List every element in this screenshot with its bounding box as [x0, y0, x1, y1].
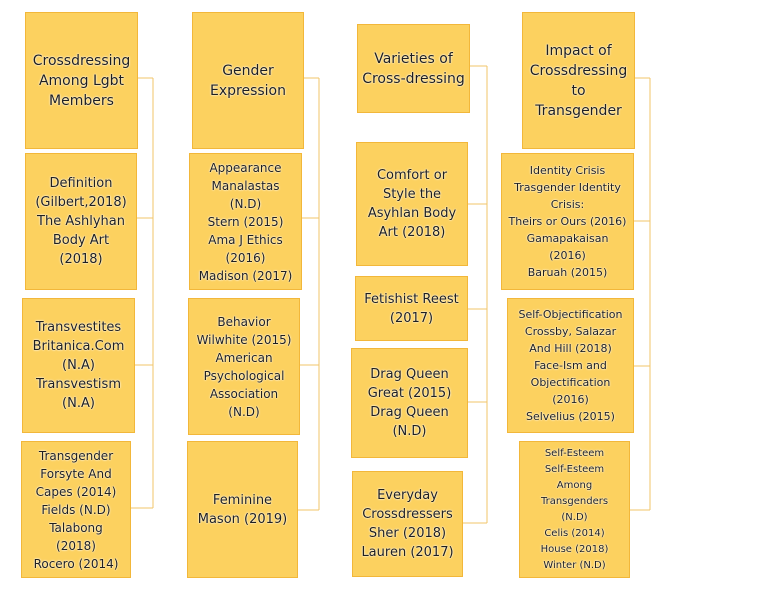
child-box-transvestites: Transvestites Britanica.Com (N.A) Transv… [22, 298, 135, 433]
child-box-definition: Definition (Gilbert,2018) The Ashlyhan B… [25, 153, 137, 290]
child-box-drag-queen: Drag Queen Great (2015) Drag Queen (N.D) [351, 348, 468, 458]
child-line: Self-Objectification [518, 308, 623, 321]
child-line: (Gilbert,2018) [35, 195, 127, 210]
header-line: Cross-dressing [362, 70, 465, 87]
child-line: Comfort or [376, 168, 448, 183]
child-line: Everyday [377, 488, 438, 503]
child-line: Theirs or Ours (2016) [508, 215, 627, 228]
child-line: Forsyte And [40, 466, 112, 481]
child-line: Gamapakaisan [526, 232, 609, 245]
child-line: (N.A) [62, 358, 95, 373]
header-line: to [571, 82, 586, 99]
child-line: Lauren (2017) [361, 545, 454, 560]
child-line: (2017) [389, 310, 434, 326]
header-box-crossdressing-among-lgbt: Crossdressing Among Lgbt Members [25, 12, 138, 149]
child-line: Wilwhite (2015) [196, 332, 292, 347]
child-line: Crossdressers [362, 507, 453, 522]
child-line: Feminine [212, 492, 273, 508]
child-box-self-objectification: Self-Objectification Crossby, Salazar An… [507, 298, 634, 433]
child-line: Self-Esteem [544, 447, 605, 459]
header-line: Impact of [545, 42, 612, 59]
child-line: Drag Queen [370, 405, 449, 420]
child-line: Mason (2019) [197, 511, 288, 527]
child-line: Fetishist Reest [364, 291, 459, 307]
child-box-feminine: Feminine Mason (2019) [187, 441, 298, 578]
child-line: Self-Esteem [544, 463, 605, 475]
header-line: Varieties of [374, 50, 453, 67]
child-line: Sher (2018) [368, 526, 447, 541]
child-line: (2018) [59, 252, 103, 267]
child-box-fetishist: Fetishist Reest (2017) [355, 276, 468, 341]
child-box-self-esteem: Self-Esteem Self-Esteem Among Transgende… [519, 441, 630, 578]
child-line: Trasgender Identity [514, 181, 621, 194]
child-line: Transvestites [35, 320, 122, 335]
child-line: Face-Ism and [534, 359, 607, 372]
child-line: Crossby, Salazar [524, 325, 617, 338]
child-line: Appearance [209, 160, 282, 175]
child-box-everyday-crossdressers: Everyday Crossdressers Sher (2018) Laure… [352, 471, 463, 577]
child-line: American [215, 350, 273, 365]
child-line: Crisis: [550, 198, 585, 211]
header-line: Crossdressing [529, 62, 628, 79]
child-line: Style the [382, 187, 442, 202]
child-line: Selvelius (2015) [526, 410, 615, 423]
child-line: (N.D) [228, 404, 260, 419]
child-line: (N.D) [561, 511, 588, 523]
header-line: Members [49, 92, 114, 109]
child-line: Great (2015) [367, 386, 452, 401]
child-line: Capes (2014) [35, 484, 117, 499]
child-line: And Hill (2018) [529, 342, 612, 355]
header-box-varieties-of-cross-dressing: Varieties of Cross-dressing [357, 24, 470, 113]
child-line: (2016) [225, 250, 266, 265]
header-line: Among Lgbt [38, 72, 125, 89]
child-line: Celis (2014) [544, 527, 605, 539]
child-line: Transvestism [36, 377, 121, 392]
child-line: (2018) [56, 538, 96, 553]
child-box-behavior: Behavior Wilwhite (2015) American Psycho… [188, 298, 300, 435]
header-box-impact-of-crossdressing: Impact of Crossdressing to Transgender [522, 12, 635, 149]
child-line: (N.D) [229, 196, 262, 211]
child-box-appearance: Appearance Manalastas (N.D) Stern (2015)… [189, 153, 302, 290]
child-line: Definition [49, 176, 113, 191]
child-line: Transgenders [540, 495, 609, 507]
header-line: Transgender [535, 102, 622, 119]
child-line: Among [556, 479, 593, 491]
child-line: Drag Queen [370, 367, 449, 382]
header-line: Gender [222, 62, 274, 79]
child-line: Britanica.Com [32, 339, 125, 354]
child-line: Asyhlan Body [367, 206, 457, 221]
child-line: Stern (2015) [207, 214, 284, 229]
child-line: Rocero (2014) [33, 556, 119, 571]
child-line: (2016) [549, 249, 586, 262]
child-line: Art (2018) [378, 225, 446, 240]
header-line: Expression [210, 82, 286, 99]
child-line: Fields (N.D) [41, 502, 111, 517]
header-box-gender-expression: Gender Expression [192, 12, 304, 149]
child-line: Body Art [52, 233, 110, 248]
child-line: Baruah (2015) [527, 266, 608, 279]
child-line: Identity Crisis [529, 164, 606, 177]
child-line: Psychological [203, 368, 285, 383]
child-line: (N.D) [392, 424, 427, 439]
child-box-identity-crisis: Identity Crisis Trasgender Identity Cris… [501, 153, 634, 290]
child-line: Objectification [530, 376, 611, 389]
child-box-comfort-or-style: Comfort or Style the Asyhlan Body Art (2… [356, 142, 468, 266]
child-line: Talabong [49, 520, 103, 535]
child-line: Association [209, 386, 279, 401]
child-line: Ama J Ethics [208, 232, 283, 247]
child-line: The Ashlyhan [37, 214, 125, 229]
child-line: Madison (2017) [198, 268, 293, 283]
child-line: House (2018) [540, 543, 609, 555]
child-line: Manalastas [211, 178, 280, 193]
child-line: (2016) [552, 393, 589, 406]
child-box-transgender: Transgender Forsyte And Capes (2014) Fie… [21, 441, 131, 578]
header-line: Crossdressing [32, 52, 131, 69]
child-line: (N.A) [62, 396, 95, 411]
child-line: Behavior [217, 314, 271, 329]
child-line: Winter (N.D) [543, 559, 606, 571]
child-line: Transgender [38, 448, 114, 463]
